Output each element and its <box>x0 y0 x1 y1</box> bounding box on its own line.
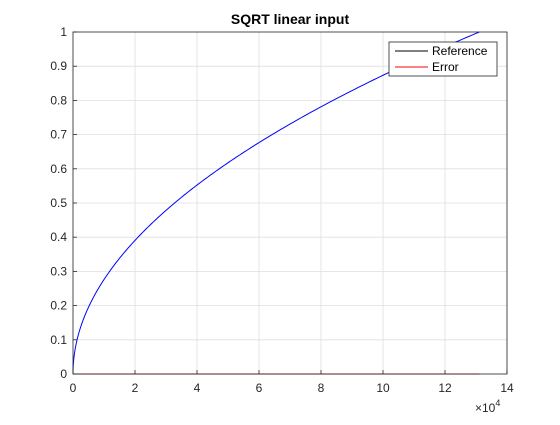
x-tick-label: 8 <box>318 381 325 395</box>
y-tick-label: 0 <box>60 367 67 381</box>
y-tick-label: 0.3 <box>50 264 67 278</box>
x-exponent-base: ×10 <box>475 401 496 415</box>
y-tick-label: 0.6 <box>50 162 67 176</box>
legend-label-error: Error <box>432 60 459 74</box>
sqrt-curve <box>72 31 480 375</box>
x-tick-label: 12 <box>438 381 452 395</box>
y-ticks: 0 0.1 0.2 0.3 0.4 0.5 0.6 0.7 0.8 0.9 1 <box>50 25 77 381</box>
y-tick-label: 0.5 <box>50 196 67 210</box>
x-tick-label: 0 <box>70 381 77 395</box>
x-tick-label: 10 <box>376 381 390 395</box>
legend-box <box>388 41 498 77</box>
x-tick-label: 2 <box>132 381 139 395</box>
y-tick-label: 0.8 <box>50 93 67 107</box>
legend: Reference Error <box>388 41 498 77</box>
y-tick-label: 1 <box>60 25 67 39</box>
x-ticks: 0 2 4 6 8 10 12 14 <box>70 370 514 395</box>
y-tick-label: 0.7 <box>50 128 67 142</box>
y-tick-label: 0.4 <box>50 230 67 244</box>
x-exponent-label: ×104 <box>475 398 500 415</box>
x-tick-label: 4 <box>194 381 201 395</box>
legend-label-reference: Reference <box>432 44 488 58</box>
x-tick-label: 14 <box>500 381 514 395</box>
x-exponent-power: 4 <box>495 398 500 408</box>
y-tick-label: 0.9 <box>50 59 67 73</box>
y-tick-label: 0.1 <box>50 333 67 347</box>
y-tick-label: 0.2 <box>50 299 67 313</box>
x-tick-label: 6 <box>256 381 263 395</box>
chart-title: SQRT linear input <box>231 11 350 27</box>
